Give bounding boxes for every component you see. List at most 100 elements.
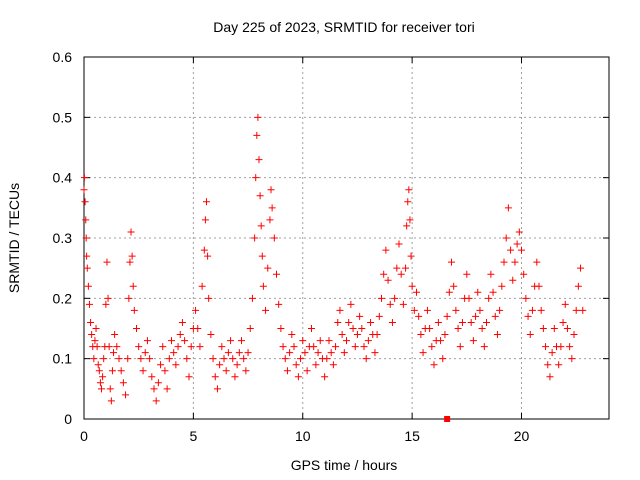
data-point xyxy=(507,246,515,254)
y-tick-label: 0.5 xyxy=(53,109,73,125)
data-point xyxy=(152,397,160,405)
data-point xyxy=(500,258,508,266)
data-point xyxy=(93,343,101,351)
data-point xyxy=(135,343,143,351)
data-point xyxy=(244,349,252,357)
y-tick-label: 0.3 xyxy=(53,230,73,246)
data-point xyxy=(288,331,296,339)
data-point xyxy=(146,355,154,363)
data-point xyxy=(170,349,178,357)
data-point xyxy=(405,186,413,194)
data-point xyxy=(290,343,298,351)
data-point xyxy=(343,337,350,345)
data-point xyxy=(104,294,112,302)
data-point xyxy=(380,270,388,278)
data-point xyxy=(95,367,103,375)
data-point xyxy=(251,234,259,242)
data-point xyxy=(253,131,261,139)
data-point xyxy=(572,306,580,314)
data-point xyxy=(211,373,219,381)
data-point xyxy=(201,216,209,224)
data-point xyxy=(102,300,110,308)
data-point xyxy=(229,355,237,363)
data-point xyxy=(257,222,265,230)
data-point xyxy=(248,294,256,302)
data-point xyxy=(323,355,331,363)
data-point xyxy=(329,361,337,369)
data-point xyxy=(353,331,361,339)
data-point xyxy=(489,288,497,296)
data-point xyxy=(240,355,248,363)
data-point xyxy=(80,186,88,194)
data-point xyxy=(133,325,140,332)
data-point xyxy=(458,318,466,326)
data-point xyxy=(119,379,127,387)
data-point xyxy=(371,349,379,357)
data-point xyxy=(518,246,525,254)
data-point xyxy=(476,306,484,314)
data-point xyxy=(98,385,105,393)
data-point xyxy=(364,337,372,345)
data-point xyxy=(524,312,532,320)
data-point xyxy=(172,361,180,369)
y-tick-labels: 0 0.1 0.2 0.3 0.4 0.5 0.6 xyxy=(53,49,73,427)
data-point xyxy=(403,222,411,230)
x-axis-label: GPS time / hours xyxy=(291,457,398,473)
data-points xyxy=(80,113,587,405)
data-point xyxy=(238,337,245,345)
data-point xyxy=(378,294,385,302)
data-point xyxy=(367,318,375,326)
data-point xyxy=(454,325,462,332)
data-point xyxy=(106,385,114,393)
data-point xyxy=(358,325,366,332)
data-point xyxy=(419,349,427,357)
data-point xyxy=(456,343,464,351)
x-tick-label: 20 xyxy=(514,428,530,444)
data-point xyxy=(338,331,346,339)
data-point xyxy=(528,306,536,314)
data-point xyxy=(310,343,318,351)
data-point xyxy=(437,337,445,345)
data-point xyxy=(141,349,149,357)
data-point xyxy=(487,270,495,278)
data-point xyxy=(375,312,383,320)
data-point xyxy=(196,343,204,351)
data-point xyxy=(115,355,123,363)
data-point xyxy=(294,373,302,381)
data-point xyxy=(183,355,191,363)
data-point xyxy=(174,343,182,351)
data-point xyxy=(347,300,355,308)
data-point xyxy=(187,343,195,351)
data-point xyxy=(408,282,416,290)
data-point xyxy=(233,361,241,369)
data-point xyxy=(256,192,264,200)
data-point xyxy=(254,113,262,121)
data-point xyxy=(407,252,415,260)
data-point xyxy=(105,343,113,351)
data-point xyxy=(292,361,300,369)
data-point xyxy=(168,337,175,345)
data-point xyxy=(546,373,554,381)
data-point xyxy=(395,240,403,248)
data-point xyxy=(258,252,266,260)
data-point xyxy=(80,174,88,182)
data-point xyxy=(314,349,322,357)
data-point xyxy=(268,204,276,212)
data-point xyxy=(262,306,270,314)
data-point xyxy=(579,306,587,314)
data-point xyxy=(259,282,267,290)
data-point xyxy=(533,258,541,266)
y-tick-label: 0.2 xyxy=(53,290,73,306)
data-point xyxy=(139,367,147,375)
data-point xyxy=(325,337,333,345)
y-tick-label: 0 xyxy=(64,411,72,427)
data-point xyxy=(143,337,151,345)
data-point xyxy=(165,355,173,363)
data-point xyxy=(509,276,517,284)
data-point xyxy=(204,252,212,260)
data-point xyxy=(87,318,95,326)
data-point xyxy=(81,198,89,206)
data-point xyxy=(428,343,436,351)
x-tick-labels: 0 5 10 15 20 xyxy=(80,428,529,444)
